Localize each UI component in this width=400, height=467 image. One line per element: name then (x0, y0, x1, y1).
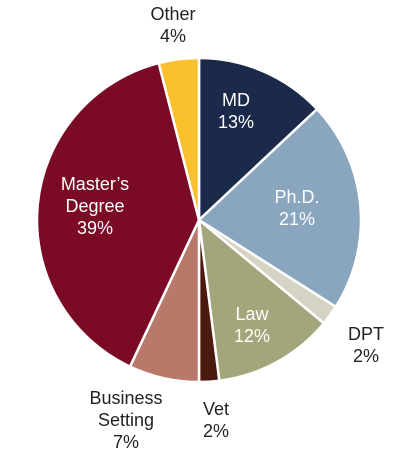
pie-label-dpt: DPT 2% (348, 324, 384, 366)
pie-slice-master-s-degree (35, 61, 201, 368)
pie-label-vet: Vet 2% (203, 399, 229, 441)
pie-slices (35, 56, 363, 384)
pie-label-master-s-degree: Master’s Degree 39% (61, 174, 129, 238)
pie-label-business-setting: Business Setting 7% (89, 388, 162, 452)
pie-slice-other (157, 56, 201, 222)
pie-labels: MD 13% Ph.D. 21% DPT 2% Law 12% Vet 2% Business Set… (61, 4, 384, 452)
pie-slice-md (197, 56, 319, 222)
pie-label-ph-d: Ph.D. 21% (274, 187, 319, 229)
pie-slice-law (197, 218, 326, 382)
pie-slice-ph-d (197, 107, 363, 309)
pie-label-law: Law 12% (234, 304, 270, 346)
pie-label-md: MD 13% (218, 90, 254, 132)
pie-label-other: Other 4% (150, 4, 195, 46)
